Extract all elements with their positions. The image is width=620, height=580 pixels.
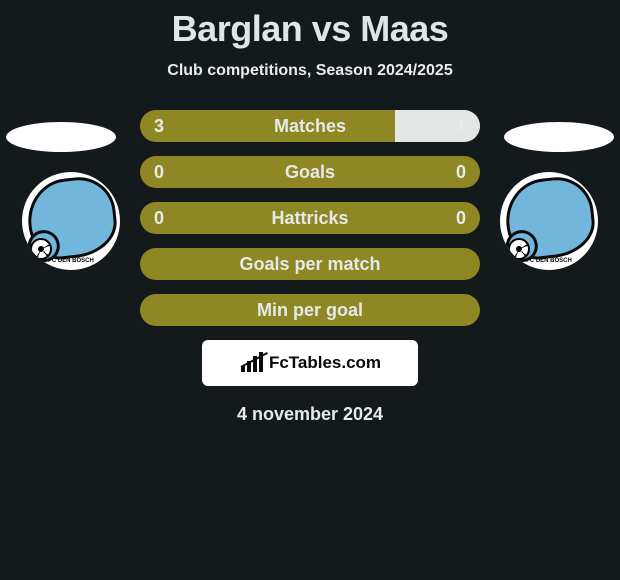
stat-row-min-per-goal: Min per goal: [140, 294, 480, 326]
stat-right-value: 1: [456, 116, 466, 137]
stat-row-goals: 0 Goals 0: [140, 156, 480, 188]
stat-row-goals-per-match: Goals per match: [140, 248, 480, 280]
club-badge-text: FC DEN BOSCH: [22, 258, 120, 264]
stat-fill-right: [395, 110, 480, 142]
stat-right-value: 0: [456, 208, 466, 229]
stat-left-value: 3: [154, 116, 164, 137]
football-icon: [508, 238, 530, 260]
stat-label: Goals per match: [239, 254, 380, 275]
club-badge-left: FC DEN BOSCH: [22, 172, 120, 270]
subtitle: Club competitions, Season 2024/2025: [0, 62, 620, 80]
date-text: 4 november 2024: [0, 404, 620, 425]
stat-label: Matches: [274, 116, 346, 137]
brand-box[interactable]: FcTables.com: [202, 340, 418, 386]
club-badge-right: FC DEN BOSCH: [500, 172, 598, 270]
player-avatar-right: [504, 122, 614, 152]
stat-label: Goals: [285, 162, 335, 183]
stat-label: Min per goal: [257, 300, 363, 321]
club-badge-text: FC DEN BOSCH: [500, 258, 598, 264]
player-avatar-left: [6, 122, 116, 152]
stat-row-hattricks: 0 Hattricks 0: [140, 202, 480, 234]
page-title: Barglan vs Maas: [0, 0, 620, 50]
football-icon: [30, 238, 52, 260]
stat-label: Hattricks: [271, 208, 348, 229]
brand-text: FcTables.com: [269, 353, 381, 373]
fctables-chart-icon: [239, 352, 265, 374]
stat-right-value: 0: [456, 162, 466, 183]
stat-left-value: 0: [154, 208, 164, 229]
stat-left-value: 0: [154, 162, 164, 183]
stat-row-matches: 3 Matches 1: [140, 110, 480, 142]
